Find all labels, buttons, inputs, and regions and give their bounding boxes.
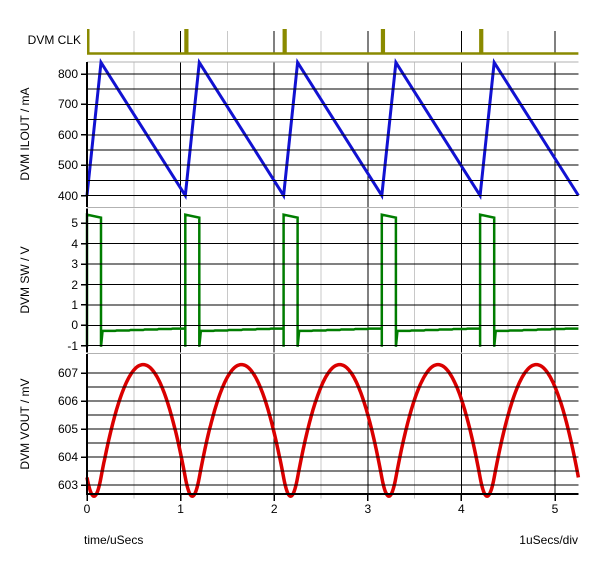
clk-pulse — [87, 29, 90, 54]
vout-tick-label: 607 — [57, 366, 78, 380]
ilout-tick-label: 700 — [57, 97, 78, 112]
sw-tick-label: -1 — [67, 338, 78, 353]
x-scale-label: 1uSecs/div — [519, 533, 578, 547]
x-tick-label: 3 — [364, 502, 372, 516]
x-tick-label: 1 — [177, 502, 184, 516]
ilout-tick-label: 500 — [57, 158, 78, 173]
sw-tick-label: 2 — [71, 277, 78, 292]
axes — [81, 62, 579, 501]
sw-tick-label: 5 — [71, 216, 78, 231]
ilout-trace — [85, 58, 580, 200]
clk-pulse — [184, 29, 189, 54]
clk-pulse — [282, 29, 287, 54]
horizontal-gridlines — [87, 73, 579, 486]
vout-axis-label: DVM VOUT / mV — [18, 378, 32, 470]
vout-tick-label: 603 — [57, 478, 78, 492]
clk-pulse — [380, 29, 386, 54]
x-tick-label: 4 — [458, 502, 465, 516]
vout-trace — [85, 362, 581, 499]
vout-tick-label: 606 — [57, 394, 78, 408]
ilout-tick-label: 800 — [57, 67, 78, 81]
sw-tick-label: 4 — [71, 236, 78, 251]
ilout-tick-label: 600 — [57, 127, 78, 142]
ilout-axis-label: DVM ILOUT / mA — [18, 87, 32, 181]
x-tick-label: 2 — [270, 502, 278, 516]
clk-trace-label: DVM CLK — [27, 33, 81, 47]
sw-axis-label: DVM SW / V — [18, 246, 32, 314]
sw-trace — [85, 213, 579, 347]
sw-tick-label: 3 — [71, 257, 78, 272]
clk-trace-group — [87, 29, 579, 55]
vertical-gridlines — [133, 31, 556, 494]
panel-borders — [87, 61, 579, 354]
x-axis-label: time/uSecs — [84, 533, 144, 547]
sw-tick-label: 0 — [71, 318, 78, 333]
x-tick-label: 0 — [83, 502, 91, 516]
ilout-tick-label: 400 — [57, 188, 78, 203]
traces — [85, 58, 581, 499]
vout-tick-label: 604 — [57, 450, 78, 464]
x-tick-label: 5 — [551, 502, 559, 516]
clk-pulse — [479, 29, 484, 54]
vout-tick-label: 605 — [57, 422, 78, 436]
sw-tick-label: 1 — [71, 297, 78, 312]
